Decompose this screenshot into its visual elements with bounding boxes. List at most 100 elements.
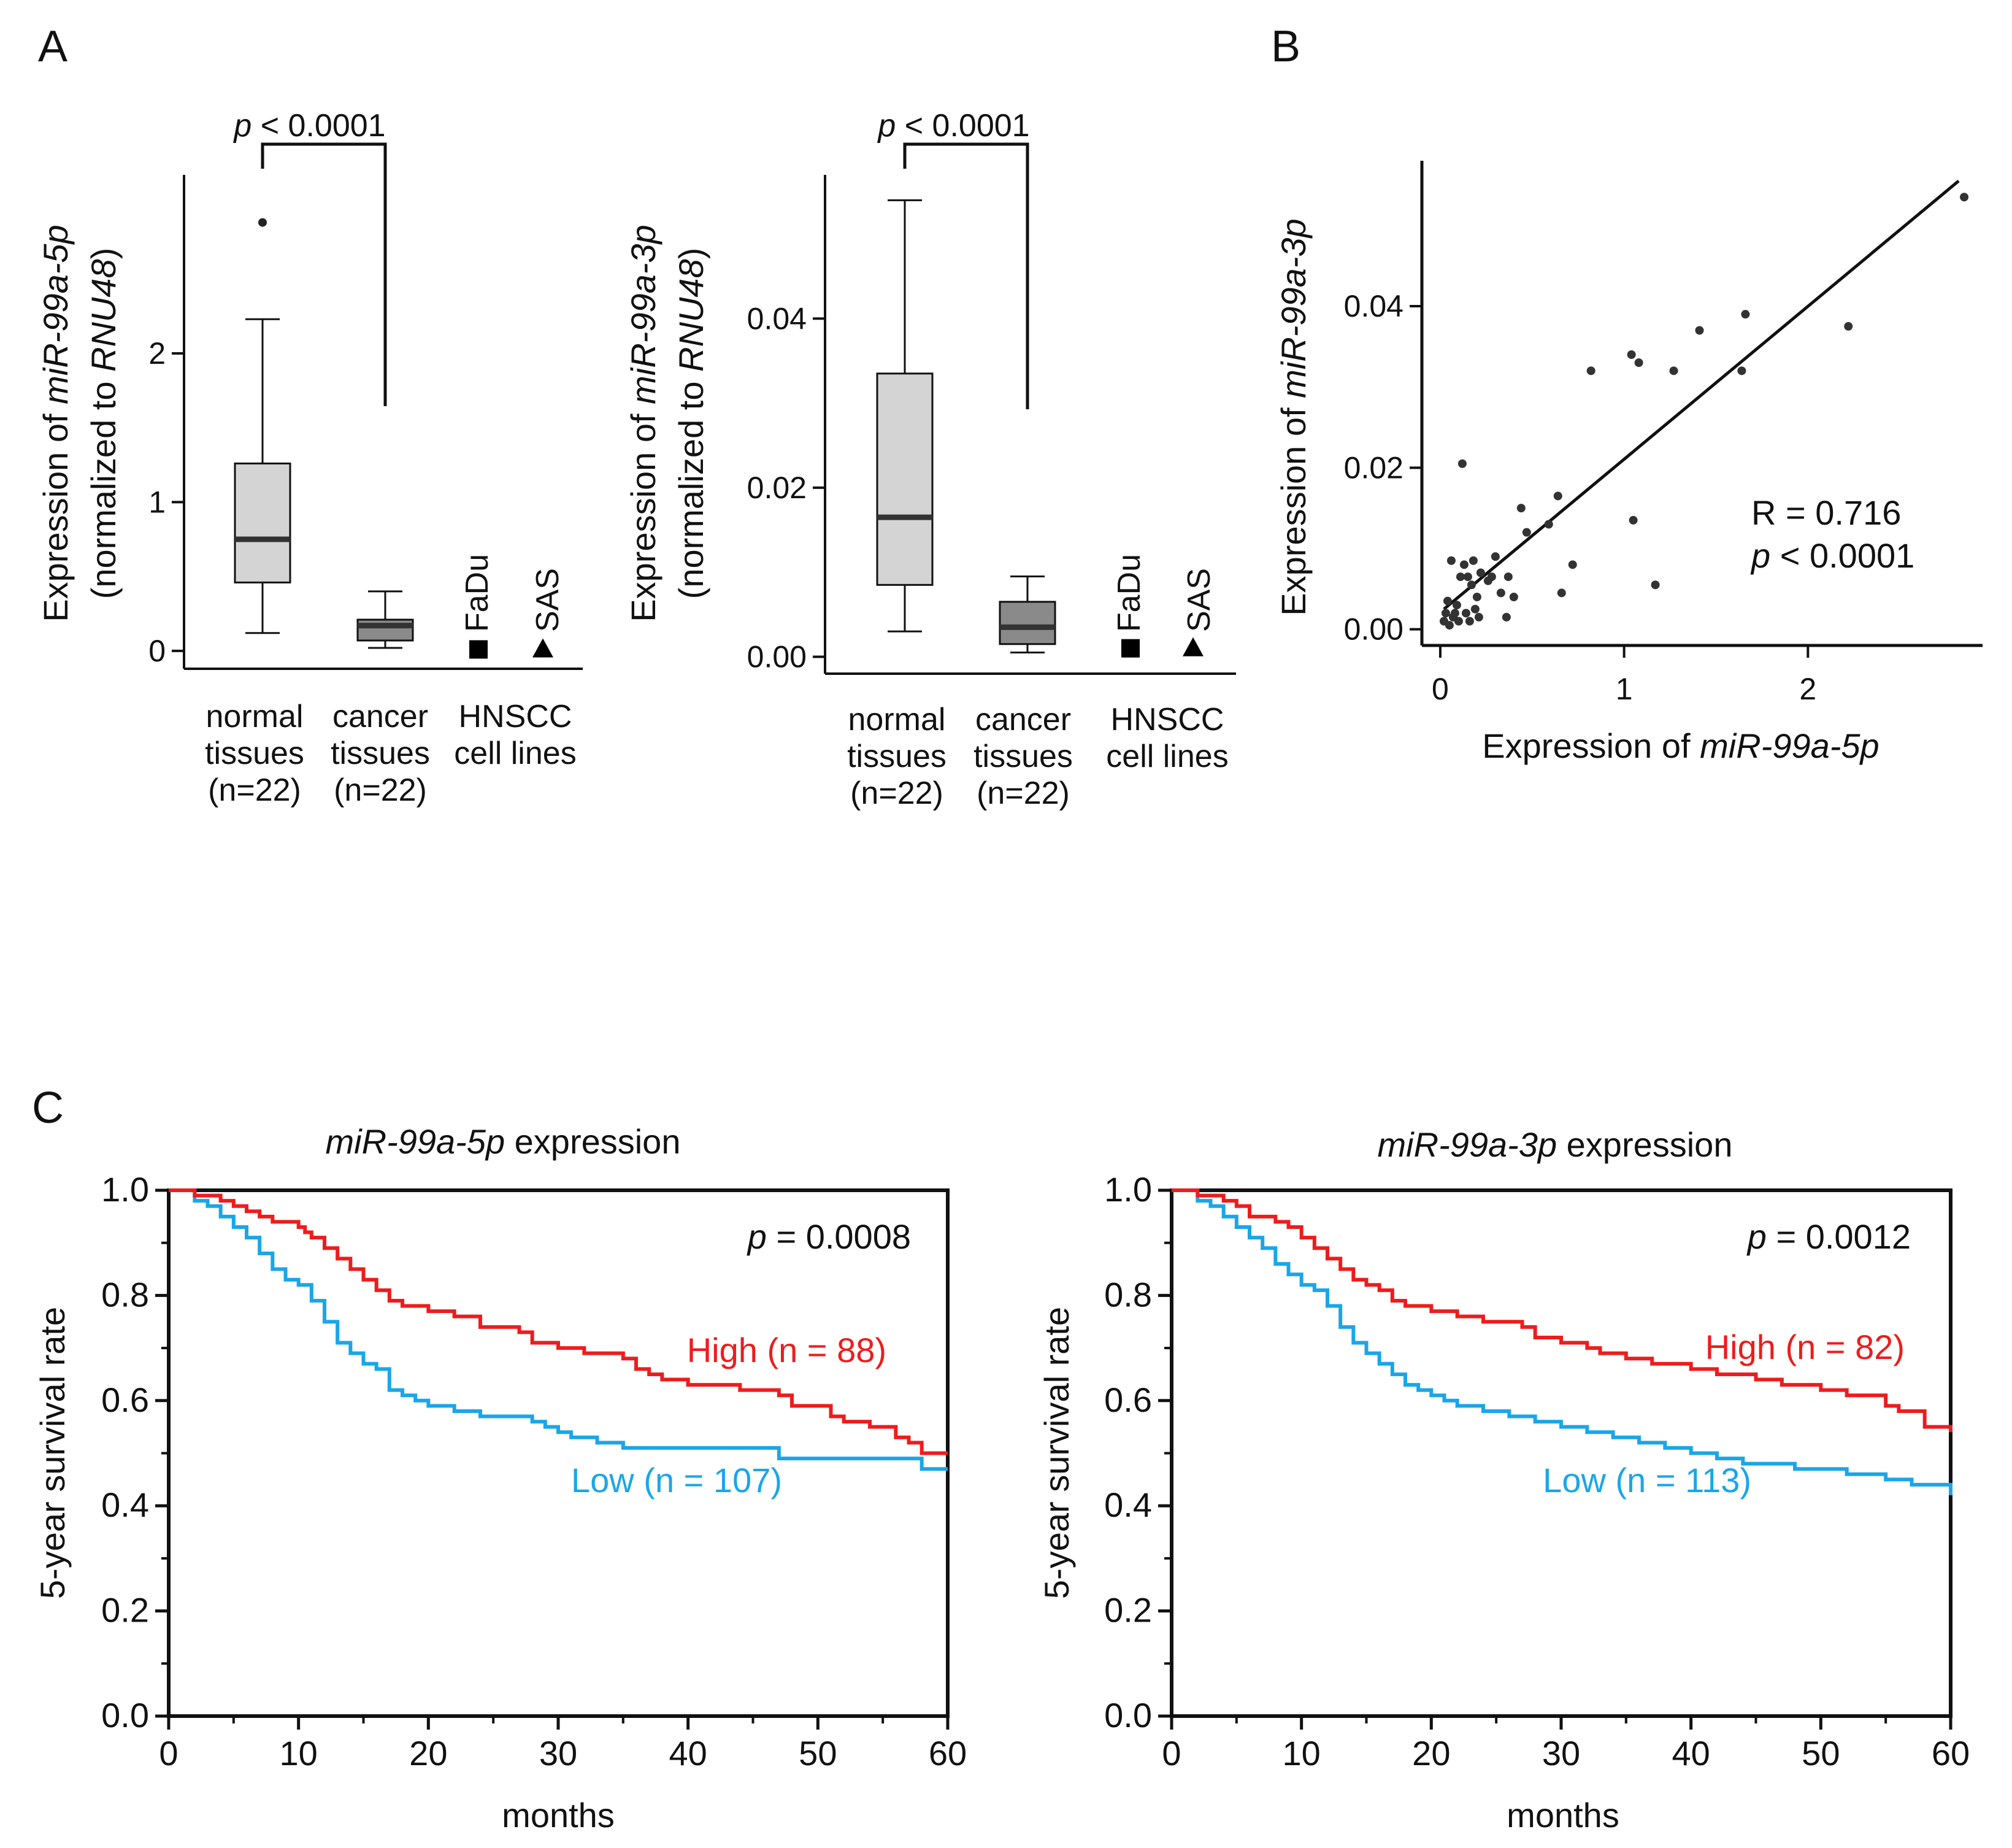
chart-c2-x-label: months [1507,1796,1619,1835]
chart-a1-cat1-line1: normal [206,699,304,734]
b-point [1441,609,1450,618]
panel-letter-c: C [32,1084,64,1133]
chart-a2-cat1-line2: tissues [847,739,946,774]
chart-b-p-value: p < 0.0001 [1750,536,1914,575]
b-point [1516,504,1526,513]
b-point [1470,604,1480,614]
chart-c2-p-value: p = 0.0012 [1746,1217,1911,1256]
chart-c2-series-high [1172,1188,1952,1433]
b-point [1456,572,1465,582]
chart-a1-cat2-line3: (n=22) [334,772,427,808]
chart-a1-cat3-line1: HNSCC [459,699,572,734]
b-point [1467,580,1476,590]
b-point [1443,596,1452,606]
chart-b-x-label: Expression of miR-99a-5p [1482,726,1879,765]
chart-b-x-ticks: 0 1 2 [1432,645,1816,706]
chart-b-y-label: Expression of miR-99a-3p [1274,218,1313,615]
chart-c2-legend-low: Low (n = 113) [1543,1461,1751,1500]
b-point [1522,528,1531,537]
c2-xtick-label: 40 [1672,1734,1710,1773]
chart-c1-title: miR-99a-5p expression [326,1122,681,1161]
chart-b-axes [1420,161,1983,647]
chart-a1-box: 0 1 2 Expression of miR-99a-5p (normalized… [36,108,583,808]
b-point [1651,580,1660,590]
b-ytick-label: 0.00 [1344,612,1403,647]
a2-box [999,601,1056,645]
c2-ytick-label: 0.8 [1104,1275,1152,1314]
c2-xtick-label: 50 [1802,1734,1840,1773]
c2-xtick-label: 0 [1162,1734,1181,1773]
chart-a1-significance-bracket [261,142,387,406]
chart-c1-legend-high: High (n = 88) [687,1331,886,1369]
c1-xtick-label: 50 [799,1734,837,1773]
b-ytick-label: 0.04 [1344,289,1403,323]
b-point [1491,552,1500,561]
c2-ytick-label: 0.4 [1104,1485,1152,1524]
a1-box [356,618,414,642]
chart-a1-y-ticks: 0 1 2 [148,336,184,668]
chart-a1-cat2-line2: tissues [331,736,430,771]
chart-c1-y-label: 5-year survival rate [33,1307,72,1599]
chart-a2-cat2-line1: cancer [975,702,1071,737]
b-point [1496,588,1505,598]
chart-c1-series-high [169,1188,948,1455]
b-point [1454,617,1463,626]
chart-a1-cell-lines: FaDu SAS [459,554,566,659]
chart-c2-y-label: 5-year survival rate [1037,1307,1076,1599]
c2-ytick-label: 0.0 [1104,1696,1152,1734]
b-point [1741,310,1750,319]
b-point [1553,491,1562,501]
chart-a2-cat2-line2: tissues [973,739,1073,774]
c2-ytick-label: 0.2 [1104,1591,1152,1630]
chart-a1-sas-marker [532,638,553,658]
a2-box [876,372,934,586]
chart-b-y-ticks: 0.00 0.02 0.04 [1344,289,1422,647]
c1-xtick-label: 40 [669,1734,707,1773]
b-point [1446,556,1456,565]
chart-a1-fadu-label: FaDu [459,554,495,632]
panel-letter-a: A [38,22,67,71]
c1-xtick-label: 0 [159,1734,178,1773]
chart-a2-cat1-line3: (n=22) [850,776,943,811]
b-point [1459,560,1469,569]
b-ytick-label: 0.02 [1344,450,1403,485]
c1-ytick-label: 0.8 [101,1275,149,1314]
chart-a2-fadu-label: FaDu [1112,554,1147,632]
b-point [1627,350,1636,359]
b-point [1557,588,1566,598]
a2-ytick-label: 0.00 [747,639,807,674]
b-point [1472,593,1481,601]
b-point [1457,459,1467,468]
chart-a2-sas-marker [1183,637,1204,656]
panel-letter-b: B [1271,22,1300,71]
c2-xtick-label: 60 [1932,1734,1970,1773]
chart-a1-y-label-line1: Expression of miR-99a-5p [36,225,75,622]
chart-c1-x-label: months [502,1796,615,1835]
c1-xtick-label: 60 [929,1734,967,1773]
chart-a1-cat1-line3: (n=22) [208,772,301,808]
b-point [1544,520,1553,529]
chart-a1-y-label-line2: (normalized to RNU48) [84,248,123,599]
chart-a1-cat3-line2: cell lines [454,736,576,771]
chart-a1-category-labels: normal tissues (n=22) cancer tissues (n=… [205,699,577,808]
b-point [1483,576,1492,585]
chart-a2-y-ticks: 0.00 0.02 0.04 [747,301,825,674]
a1-outlier [258,218,267,227]
chart-c1-survival: 0.0 0.2 0.4 0.6 0.8 1.0 0 10 20 30 40 50 60 miR-99a… [33,1122,967,1835]
b-point [1586,366,1595,375]
b-point [1474,612,1483,622]
b-point [1695,326,1704,335]
chart-a2-cat3-line1: HNSCC [1111,702,1224,737]
c1-ytick-label: 0.6 [101,1380,149,1419]
b-point [1461,609,1470,618]
chart-a2-cat2-line3: (n=22) [977,776,1070,811]
b-point [1960,193,1969,202]
chart-c2-survival: 0.0 0.2 0.4 0.6 0.8 1.0 0 10 20 30 40 50 60 miR-99a… [1037,1125,1970,1835]
chart-a2-significance-bracket [903,142,1029,409]
chart-a1-cat2-line1: cancer [332,699,428,734]
a1-ytick-label: 0 [148,634,166,668]
b-point [1844,321,1853,331]
b-point [1476,568,1485,577]
b-xtick-label: 1 [1616,672,1633,706]
